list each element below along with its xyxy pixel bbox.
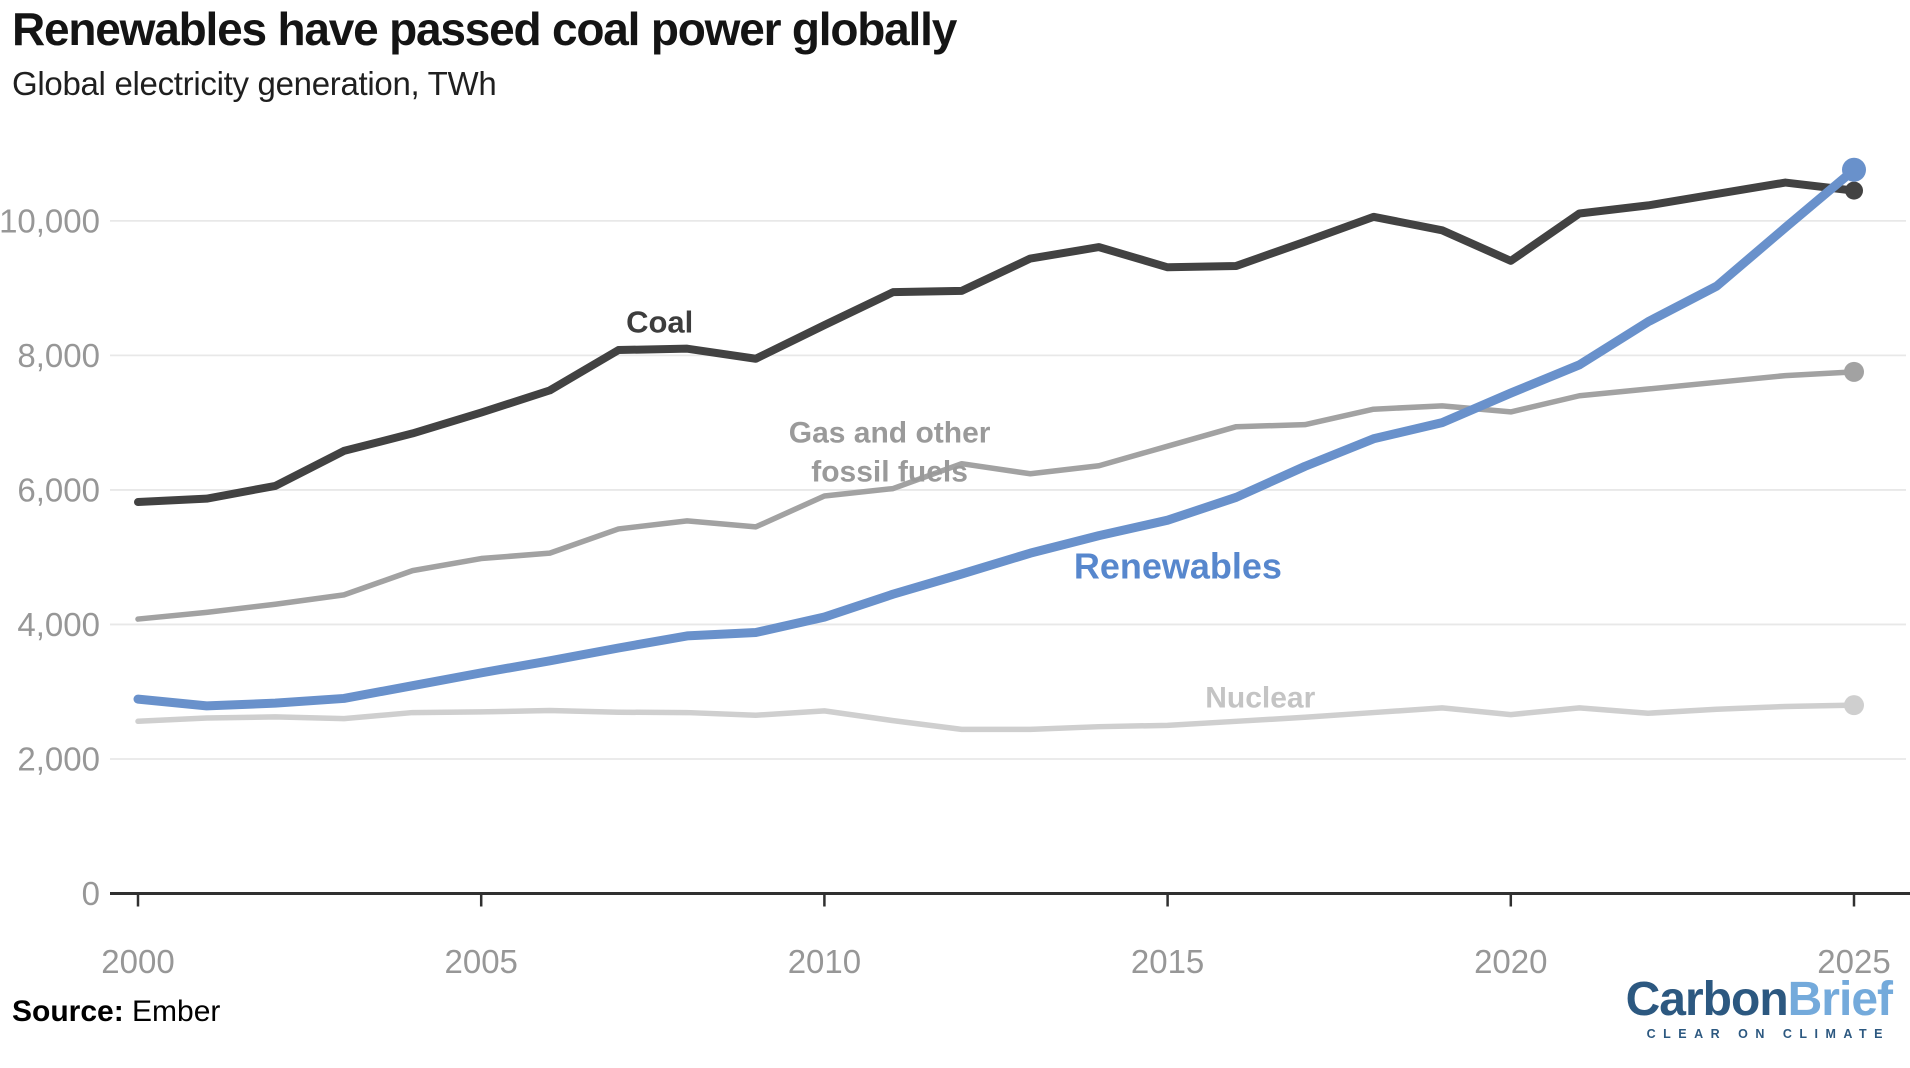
gas-and-other-fossil-fuels-label: Gas and other <box>789 416 991 449</box>
x-axis-label-2015: 2015 <box>1131 943 1204 980</box>
source-label: Source: <box>12 995 124 1028</box>
carbonbrief-logo: CarbonBrief CLEAR ON CLIMATE <box>1625 973 1893 1042</box>
y-axis-label-0: 0 <box>82 875 100 912</box>
x-axis-label-2005: 2005 <box>444 943 517 980</box>
page-title: Renewables have passed coal power global… <box>12 3 957 55</box>
logo-carbon-text: Carbon <box>1625 973 1789 1026</box>
x-axis-label-2000: 2000 <box>101 943 174 980</box>
chart-header: Renewables have passed coal power global… <box>12 4 1612 103</box>
y-axis-label-8000: 8,000 <box>17 337 100 374</box>
source-note: Source: Ember <box>12 995 220 1029</box>
chart-subtitle: Global electricity generation, TWh <box>12 64 497 102</box>
gas-and-other-fossil-fuels-end-dot <box>1844 361 1864 382</box>
coal-end-dot <box>1845 181 1863 200</box>
renewables-label: Renewables <box>1074 545 1282 586</box>
y-axis-label-10000: 10,000 <box>0 202 100 239</box>
coal-label: Coal <box>626 304 693 339</box>
x-axis-label-2025: 2025 <box>1817 943 1890 980</box>
y-axis-label-4000: 4,000 <box>17 606 100 643</box>
x-axis-label-2020: 2020 <box>1474 943 1547 980</box>
gas-and-other-fossil-fuels-label: fossil fuels <box>811 455 968 488</box>
carbonbrief-wordmark: CarbonBrief <box>1625 973 1893 1026</box>
logo-tagline: CLEAR ON CLIMATE <box>1646 1027 1890 1041</box>
gas-and-other-fossil-fuels-line <box>135 369 1857 622</box>
logo-brief-text: Brief <box>1787 973 1893 1026</box>
renewables-line <box>133 165 1859 711</box>
nuclear-label: Nuclear <box>1205 681 1315 714</box>
nuclear-line <box>135 702 1857 733</box>
renewables-end-dot <box>1842 157 1866 182</box>
y-axis-label-6000: 6,000 <box>17 471 100 508</box>
x-axis-label-2010: 2010 <box>788 943 861 980</box>
source-value: Ember <box>132 995 221 1028</box>
nuclear-end-dot <box>1844 695 1864 716</box>
y-axis-label-2000: 2,000 <box>17 740 100 777</box>
coal-line <box>134 178 1858 507</box>
